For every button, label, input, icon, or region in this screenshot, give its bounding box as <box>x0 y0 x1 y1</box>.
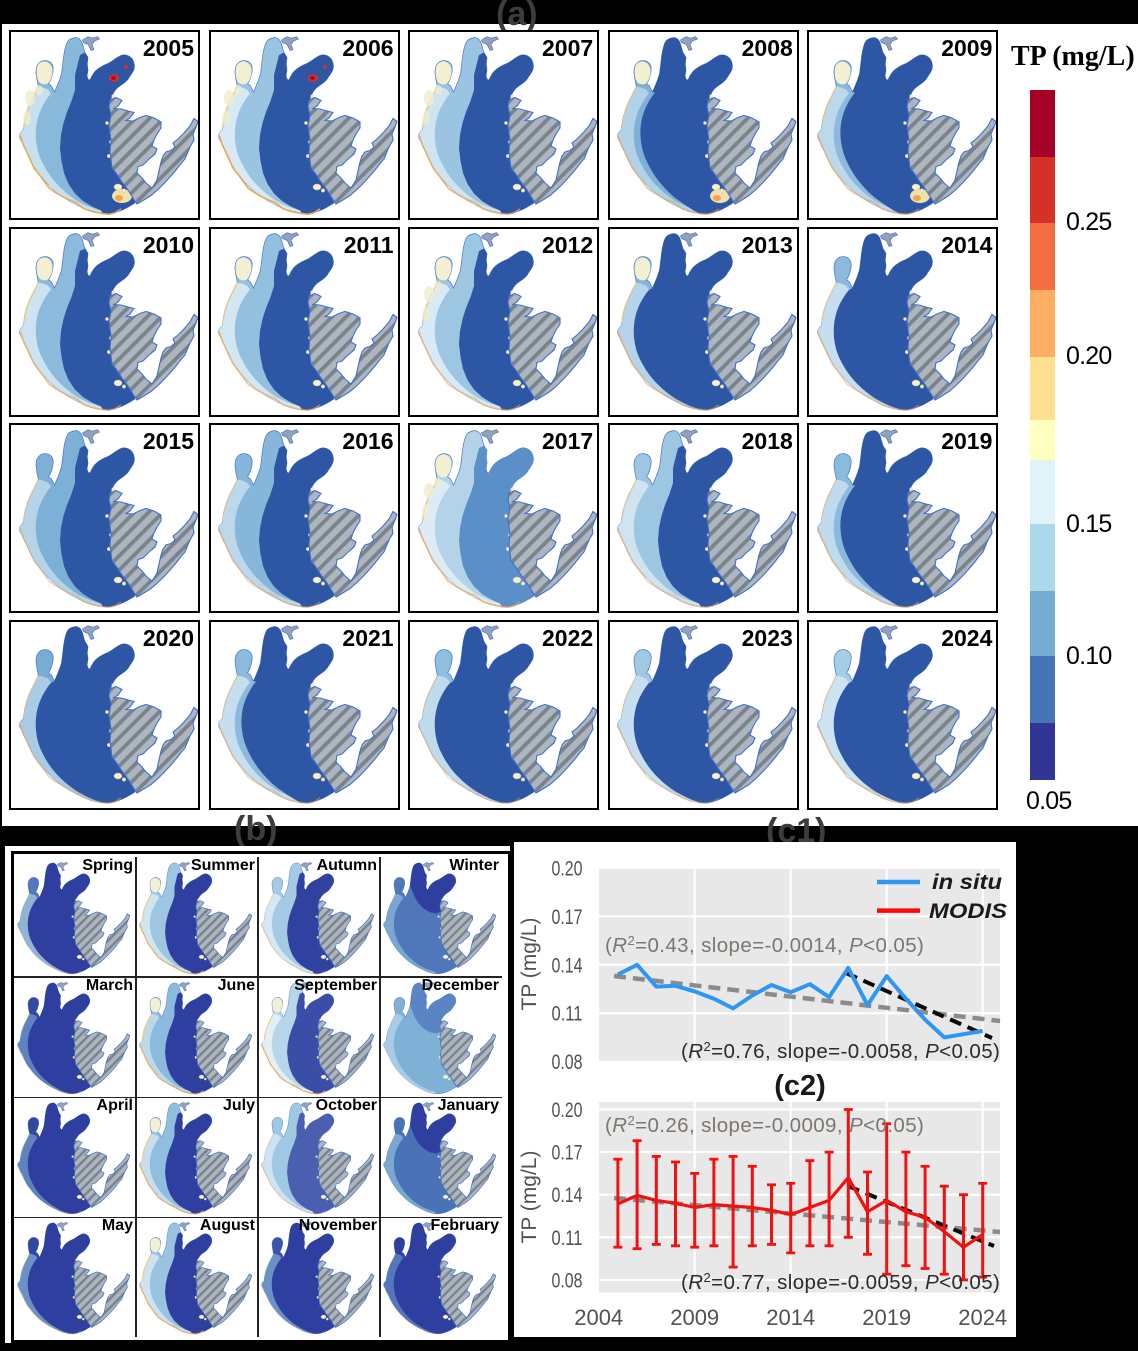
svg-text:0.11: 0.11 <box>552 1002 583 1026</box>
svg-text:0.17: 0.17 <box>552 905 583 929</box>
svg-text:MODIS: MODIS <box>929 900 1007 923</box>
svg-text:0.11: 0.11 <box>552 1226 583 1250</box>
svg-text:TP (mg/L): TP (mg/L) <box>518 918 541 1011</box>
svg-text:0.17: 0.17 <box>552 1141 583 1165</box>
svg-text:0.08: 0.08 <box>552 1050 583 1074</box>
svg-text:(R2=0.76, slope=-0.0058, P<0.0: (R2=0.76, slope=-0.0058, P<0.05) <box>681 1039 1000 1063</box>
svg-text:(R2=0.77, slope=-0.0059, P<0.0: (R2=0.77, slope=-0.0059, P<0.05) <box>681 1270 1000 1294</box>
svg-text:in situ: in situ <box>932 871 1002 894</box>
svg-text:0.20: 0.20 <box>552 857 583 881</box>
svg-text:0.20: 0.20 <box>552 1098 583 1122</box>
svg-text:(R2=0.43, slope=-0.0014, P<0.0: (R2=0.43, slope=-0.0014, P<0.05) <box>605 933 924 957</box>
svg-text:2014: 2014 <box>766 1305 815 1330</box>
svg-text:2009: 2009 <box>670 1305 719 1330</box>
svg-text:TP (mg/L): TP (mg/L) <box>518 1151 541 1244</box>
svg-text:(c2): (c2) <box>774 1070 826 1102</box>
svg-text:0.08: 0.08 <box>552 1268 583 1292</box>
svg-text:2004: 2004 <box>574 1305 623 1330</box>
svg-text:0.14: 0.14 <box>552 1183 583 1207</box>
svg-text:2019: 2019 <box>862 1305 911 1330</box>
svg-text:0.14: 0.14 <box>552 953 583 977</box>
svg-text:2024: 2024 <box>958 1305 1007 1330</box>
svg-text:(R2=0.26, slope=-0.0009, P<0.0: (R2=0.26, slope=-0.0009, P<0.05) <box>605 1113 924 1137</box>
